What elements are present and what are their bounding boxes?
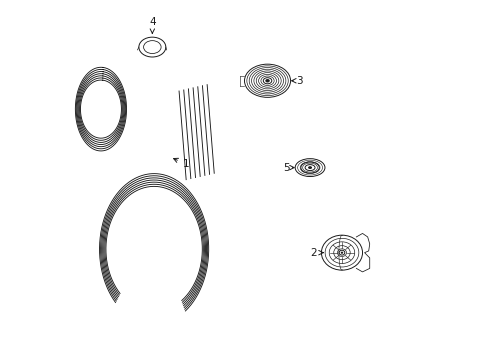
Text: 2: 2 bbox=[310, 248, 323, 258]
Ellipse shape bbox=[308, 167, 311, 168]
Ellipse shape bbox=[265, 80, 269, 82]
Ellipse shape bbox=[341, 252, 342, 253]
Text: 1: 1 bbox=[173, 158, 189, 169]
Text: 4: 4 bbox=[149, 17, 155, 33]
Text: 3: 3 bbox=[291, 76, 302, 86]
Text: 5: 5 bbox=[283, 163, 293, 172]
